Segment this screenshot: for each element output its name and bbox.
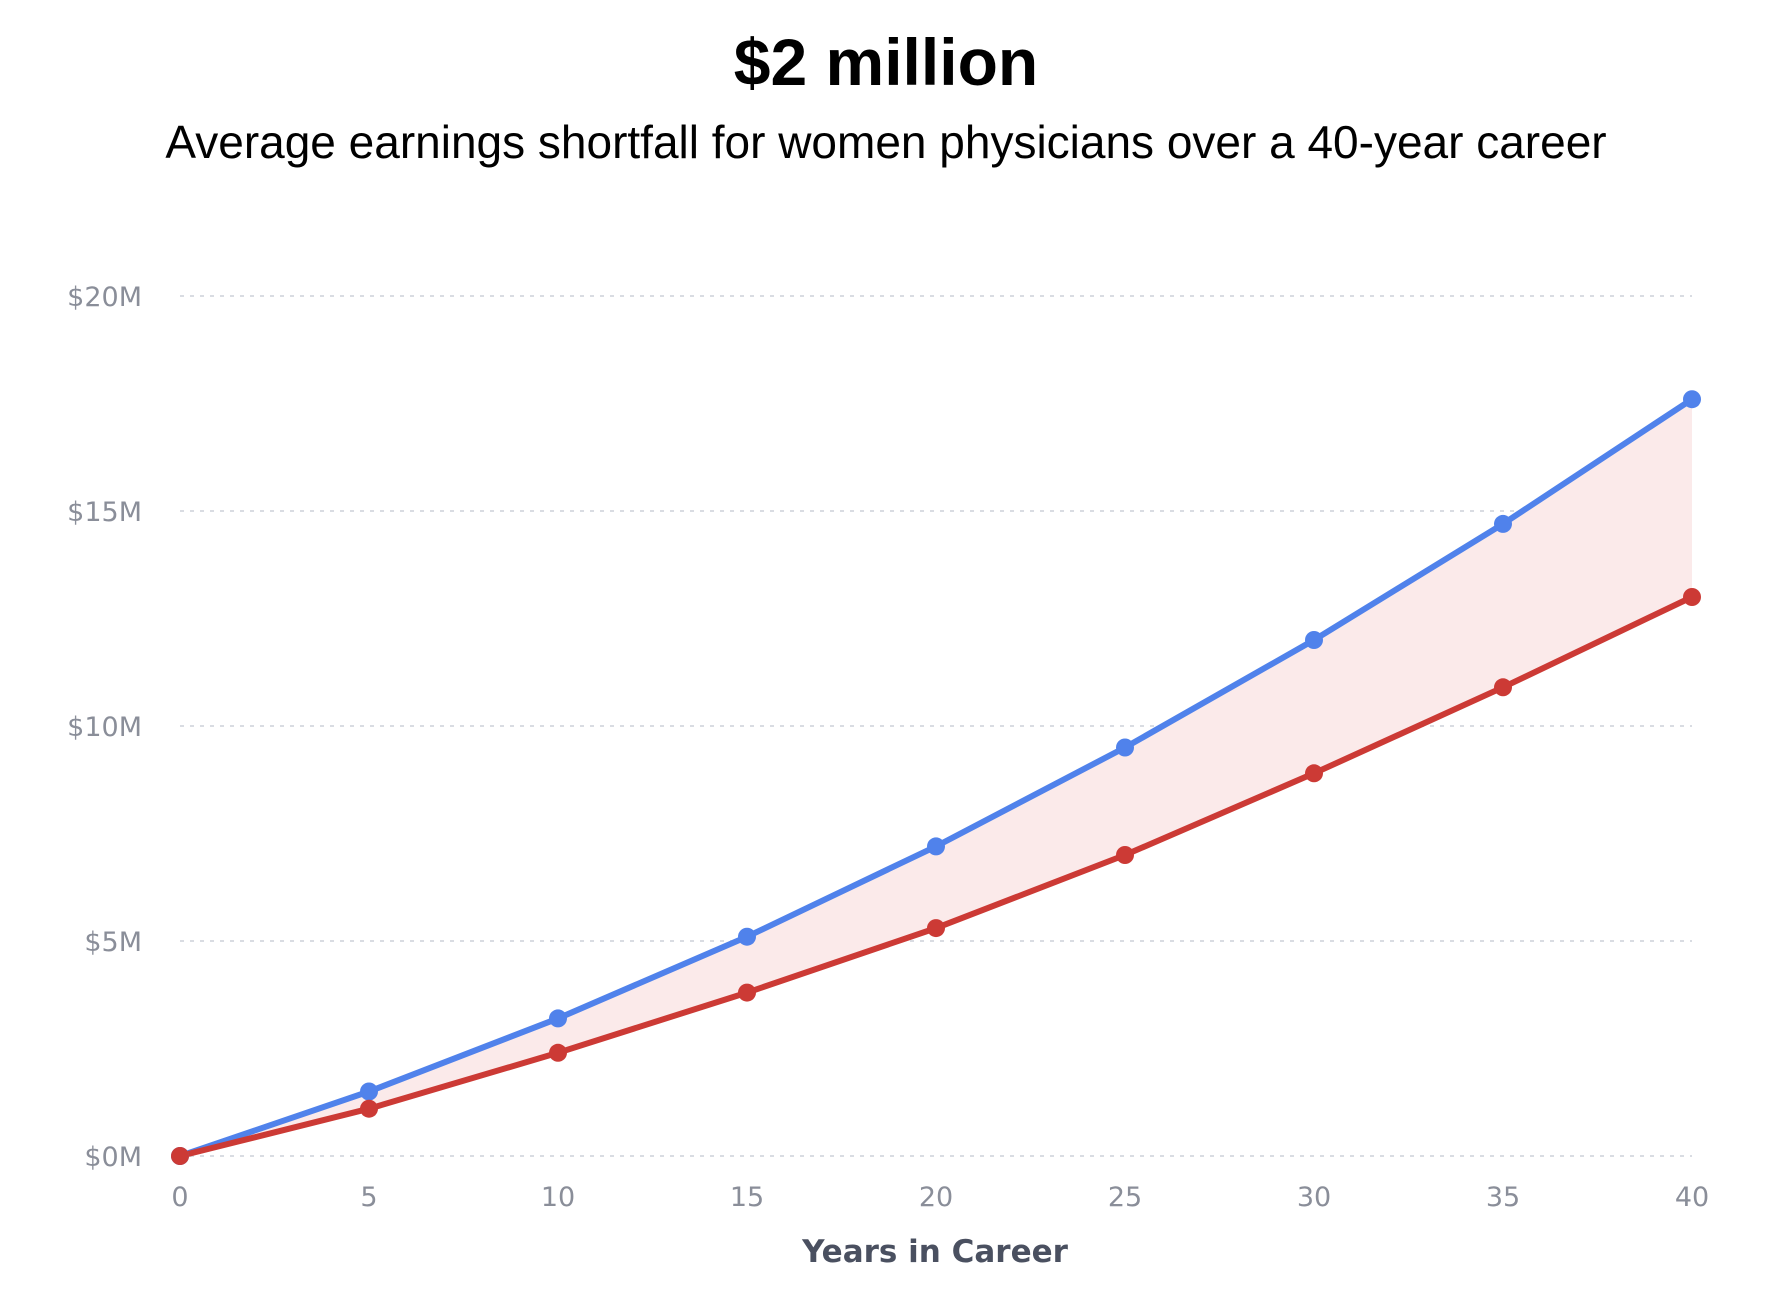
series-point-lower[interactable] <box>1494 678 1512 697</box>
series-point-upper[interactable] <box>1683 390 1701 409</box>
grid-lines <box>180 295 1692 1157</box>
y-tick-label: $10M <box>67 712 142 743</box>
y-tick-label: $0M <box>84 1142 142 1173</box>
series-point-upper[interactable] <box>1305 631 1323 649</box>
page-subtitle: Average earnings shortfall for women phy… <box>165 116 1607 168</box>
gap-area <box>180 399 1692 1156</box>
x-tick-label: 35 <box>1486 1182 1520 1213</box>
series-point-upper[interactable] <box>738 927 756 946</box>
x-axis-title: Years in Career <box>801 1234 1069 1270</box>
series-line-upper <box>177 396 1695 1159</box>
series-point-lower[interactable] <box>1305 764 1323 783</box>
x-tick-label: 5 <box>360 1182 377 1213</box>
series-point-lower[interactable] <box>1683 588 1701 606</box>
x-tick-label: 0 <box>171 1182 188 1213</box>
series-point-lower[interactable] <box>549 1043 567 1062</box>
x-tick-label: 25 <box>1108 1182 1142 1213</box>
series-point-lower[interactable] <box>171 1147 189 1165</box>
series-point-upper[interactable] <box>549 1009 567 1028</box>
series-point-lower[interactable] <box>738 983 756 1002</box>
gap-fill-area <box>180 399 1692 1156</box>
x-tick-label: 10 <box>541 1182 575 1213</box>
x-axis-ticks: 0 5 10 15 20 25 30 35 40 <box>171 1182 1709 1213</box>
series-point-upper[interactable] <box>360 1082 378 1101</box>
x-tick-label: 30 <box>1297 1182 1331 1213</box>
series-point-lower[interactable] <box>1116 846 1134 864</box>
x-tick-label: 20 <box>919 1182 953 1213</box>
series-point-upper[interactable] <box>1116 738 1134 757</box>
series-point-upper[interactable] <box>927 837 945 856</box>
series-lines <box>177 396 1695 1159</box>
series-point-upper[interactable] <box>1494 514 1512 533</box>
series-point-lower[interactable] <box>927 919 945 938</box>
y-axis-ticks: $0M $5M $10M $15M $20M <box>67 282 142 1173</box>
series-point-lower[interactable] <box>360 1099 378 1118</box>
x-tick-label: 15 <box>730 1182 764 1213</box>
y-tick-label: $5M <box>84 927 142 958</box>
x-tick-label: 40 <box>1675 1182 1709 1213</box>
page-title: $2 million <box>733 25 1039 99</box>
y-tick-label: $20M <box>67 282 142 313</box>
series-points <box>171 390 1701 1165</box>
y-tick-label: $15M <box>67 497 142 528</box>
